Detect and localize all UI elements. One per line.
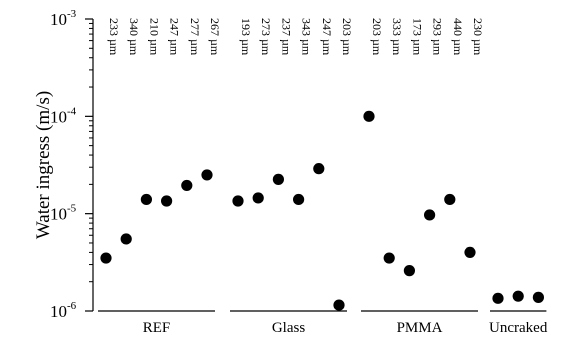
data-point [313, 163, 325, 175]
crack-width-label: 293 µm [431, 18, 445, 56]
crack-width-label: 203 µm [370, 18, 384, 56]
y-tick-label: 10-4 [50, 105, 77, 126]
y-tick-base: 10 [50, 302, 67, 321]
crack-width-label: 203 µm [340, 18, 354, 56]
data-point [532, 291, 545, 303]
crack-width-label: 230 µm [471, 18, 485, 56]
data-point [383, 252, 395, 264]
data-point [464, 246, 476, 258]
data-point [293, 193, 305, 206]
crack-width-label: 440 µm [451, 18, 465, 56]
crack-width-label: 193 µm [239, 18, 253, 56]
y-tick-exponent: -6 [67, 300, 77, 312]
y-tick-exponent: -5 [67, 203, 77, 215]
y-axis-title: Water ingress (m/s) [33, 91, 54, 239]
crack-width-label: 267 µm [208, 18, 222, 56]
y-tick-label: 10-6 [50, 300, 77, 321]
crack-width-label: 273 µm [259, 18, 273, 56]
category-label: Uncraked [489, 320, 548, 336]
data-point [512, 290, 524, 302]
y-tick-label: 10-5 [50, 203, 77, 224]
crack-width-label: 237 µm [279, 18, 293, 56]
y-tick-exponent: -3 [67, 8, 77, 20]
y-tick-base: 10 [50, 10, 67, 29]
y-tick-base: 10 [50, 205, 67, 224]
data-point [444, 193, 456, 206]
crack-width-label: 210 µm [147, 18, 161, 56]
y-tick-label: 10-3 [50, 8, 77, 29]
data-point [333, 299, 345, 311]
category-label: REF [143, 320, 171, 336]
data-point [403, 265, 415, 277]
crack-width-label: 340 µm [127, 18, 141, 56]
y-axis: 10-610-510-410-3 [50, 8, 94, 321]
data-point [424, 209, 436, 221]
category-label: PMMA [397, 320, 443, 336]
group-glass: Glass 193 µm 273 µm 237 µm 343 µm 247 µm 203 µ… [230, 18, 354, 336]
data-point [272, 173, 284, 185]
data-point [232, 195, 244, 207]
category-label: Glass [272, 320, 305, 336]
crack-width-label: 247 µm [168, 18, 182, 56]
crack-width-label: 247 µm [320, 18, 334, 56]
crack-width-label: 173 µm [410, 18, 424, 56]
crack-width-label: 277 µm [188, 18, 202, 56]
data-point [140, 193, 152, 206]
crack-width-label: 343 µm [300, 18, 314, 56]
groups: REF 233 µm 340 µm 210 µm 247 µm 277 µm 267 µm G… [98, 18, 548, 336]
data-point [201, 169, 213, 181]
group-ref: REF 233 µm 340 µm 210 µm 247 µm 277 µm 267 µm [98, 18, 222, 336]
y-tick-base: 10 [50, 107, 67, 126]
data-point [492, 292, 504, 304]
group-pmma: PMMA 203 µm 333 µm 173 µm 293 µm 440 µm 230 µm [361, 18, 485, 336]
y-tick-exponent: -4 [67, 105, 77, 117]
data-point [120, 233, 132, 245]
crack-width-label: 233 µm [107, 18, 121, 56]
y-ticks: 10-610-510-410-3 [50, 8, 93, 321]
crack-width-label: 333 µm [390, 18, 404, 56]
data-point [181, 179, 193, 192]
data-point [100, 252, 112, 264]
group-uncraked: Uncraked [489, 290, 548, 336]
data-point [161, 195, 173, 207]
data-point [252, 192, 264, 204]
data-point [363, 110, 375, 122]
